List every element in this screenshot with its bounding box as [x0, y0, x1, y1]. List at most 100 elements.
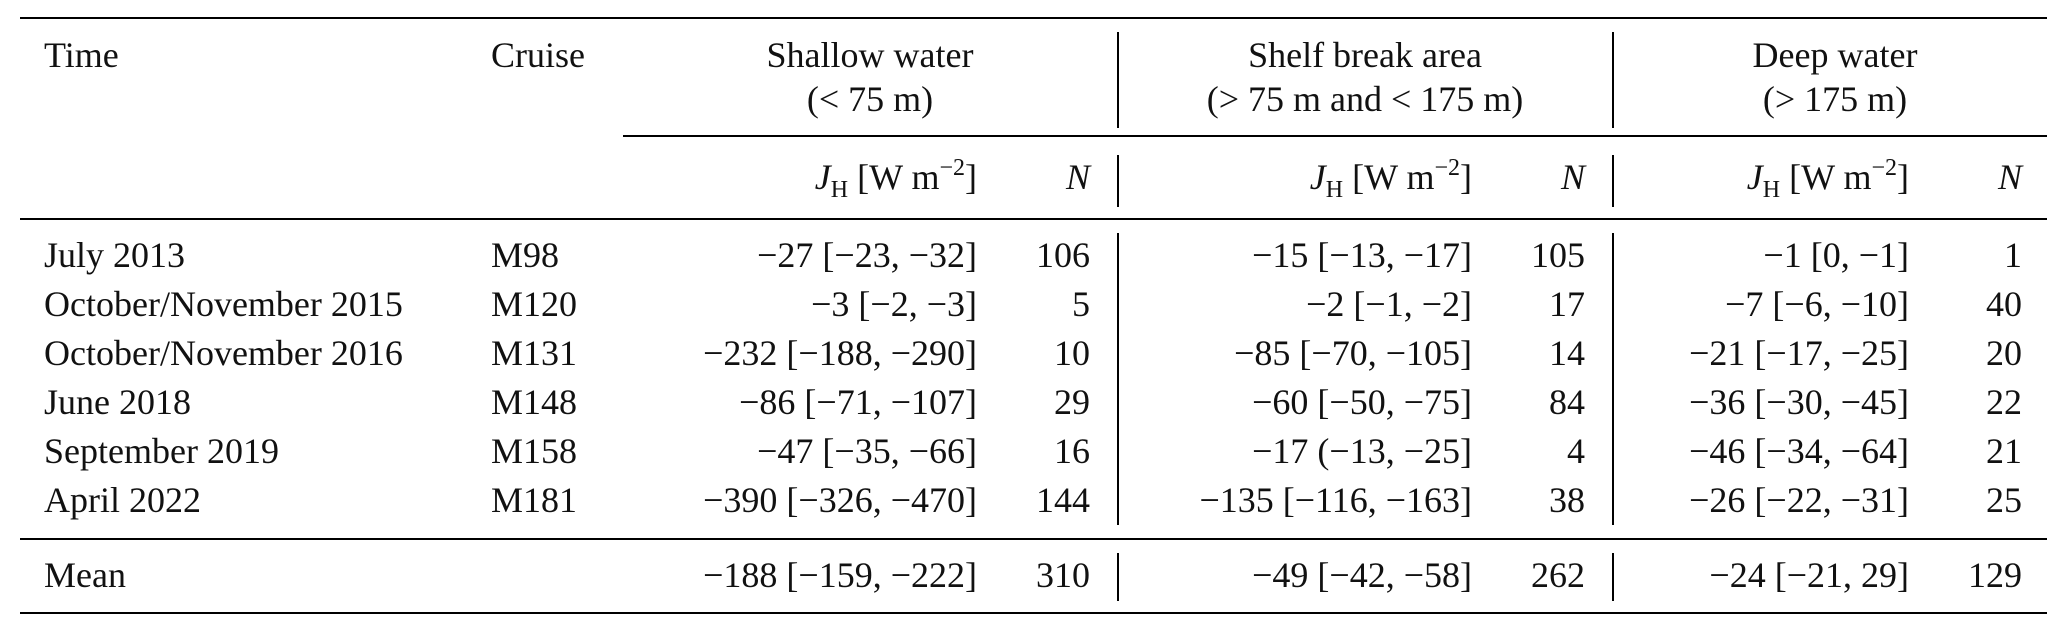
jh-unit-exponent: −2 — [1871, 155, 1897, 181]
subheader-divider-1 — [1117, 155, 1119, 207]
jh-unit-exponent: −2 — [939, 155, 965, 181]
header-shelf-n: N — [1560, 157, 1585, 197]
cell-shallow-jh: −232 [−188, −290] — [703, 333, 977, 373]
jh-unit: [W m — [1789, 157, 1872, 197]
mean-divider-1 — [1117, 553, 1119, 601]
jh-unit-close: ] — [965, 157, 977, 197]
cell-mean-shallow-jh: −188 [−159, −222] — [703, 555, 977, 595]
header-deep-jh: JH [W m−2] — [1746, 155, 1909, 202]
cell-mean-label: Mean — [44, 555, 126, 595]
cell-time: July 2013 — [44, 235, 186, 275]
cell-mean-shelf-jh: −49 [−42, −58] — [1252, 555, 1472, 595]
jh-symbol: J — [1309, 157, 1326, 197]
header-shelf-title: Shelf break area — [1248, 35, 1482, 75]
cell-time: April 2022 — [44, 480, 201, 520]
cell-time: September 2019 — [44, 431, 279, 471]
cell-time: June 2018 — [44, 382, 191, 422]
cell-shallow-jh: −3 [−2, −3] — [811, 284, 977, 324]
cell-shelf-n: 38 — [1549, 480, 1585, 520]
cell-time: October/November 2015 — [44, 284, 403, 324]
cell-shelf-jh: −135 [−116, −163] — [1199, 480, 1472, 520]
cell-cruise: M98 — [491, 235, 560, 275]
cell-deep-n: 22 — [1986, 382, 2022, 422]
cell-shelf-jh: −15 [−13, −17] — [1252, 235, 1472, 275]
mean-divider-2 — [1612, 553, 1614, 601]
cell-deep-jh: −21 [−17, −25] — [1689, 333, 1909, 373]
cell-cruise: M181 — [491, 480, 578, 520]
cell-shelf-jh: −2 [−1, −2] — [1306, 284, 1472, 324]
header-shallow-n: N — [1065, 157, 1090, 197]
header-deep-n: N — [1997, 157, 2022, 197]
header-cruise: Cruise — [491, 35, 585, 75]
cell-deep-jh: −26 [−22, −31] — [1689, 480, 1909, 520]
group-divider-1 — [1117, 32, 1119, 128]
bottom-rule — [20, 612, 2047, 614]
jh-subscript: H — [830, 177, 849, 203]
jh-symbol: J — [814, 157, 831, 197]
cell-deep-n: 40 — [1986, 284, 2022, 324]
body-divider-2 — [1612, 233, 1614, 525]
cell-mean-shallow-n: 310 — [1036, 555, 1090, 595]
cell-deep-n: 1 — [2004, 235, 2022, 275]
body-divider-1 — [1117, 233, 1119, 525]
cell-mean-deep-n: 129 — [1968, 555, 2022, 595]
cell-cruise: M148 — [491, 382, 578, 422]
cell-shallow-jh: −86 [−71, −107] — [739, 382, 977, 422]
header-shallow-jh: JH [W m−2] — [814, 155, 977, 202]
header-shallow-range: (< 75 m) — [806, 79, 934, 119]
jh-unit-exponent: −2 — [1434, 155, 1460, 181]
cell-deep-jh: −36 [−30, −45] — [1689, 382, 1909, 422]
header-deep-range: (> 175 m) — [1762, 79, 1908, 119]
cell-cruise: M131 — [491, 333, 578, 373]
cell-time: October/November 2016 — [44, 333, 403, 373]
top-rule — [20, 17, 2047, 19]
header-bottom-rule — [20, 218, 2047, 220]
cell-shelf-n: 17 — [1549, 284, 1585, 324]
group-underline — [623, 135, 2047, 137]
subheader-divider-2 — [1612, 155, 1614, 207]
cell-shelf-n: 105 — [1531, 235, 1585, 275]
jh-unit-close: ] — [1460, 157, 1472, 197]
cell-shallow-n: 29 — [1054, 382, 1090, 422]
cell-shelf-jh: −85 [−70, −105] — [1234, 333, 1472, 373]
header-deep-title: Deep water — [1752, 35, 1918, 75]
cell-shelf-jh: −17 (−13, −25] — [1252, 431, 1472, 471]
cell-shelf-n: 84 — [1549, 382, 1585, 422]
cell-shallow-jh: −390 [−326, −470] — [703, 480, 977, 520]
header-shallow-water: Shallow water (< 75 m) — [650, 33, 1090, 121]
header-shelf-break: Shelf break area (> 75 m and < 175 m) — [1130, 33, 1600, 121]
header-shelf-range: (> 75 m and < 175 m) — [1206, 79, 1524, 119]
jh-unit-close: ] — [1897, 157, 1909, 197]
cell-deep-jh: −46 [−34, −64] — [1689, 431, 1909, 471]
cell-mean-shelf-n: 262 — [1531, 555, 1585, 595]
jh-subscript: H — [1762, 177, 1781, 203]
header-deep-water: Deep water (> 175 m) — [1625, 33, 2045, 121]
cell-deep-n: 25 — [1986, 480, 2022, 520]
header-shelf-jh: JH [W m−2] — [1309, 155, 1472, 202]
jh-unit: [W m — [857, 157, 940, 197]
cell-deep-jh: −1 [0, −1] — [1763, 235, 1909, 275]
cell-deep-n: 21 — [1986, 431, 2022, 471]
cell-shallow-n: 144 — [1036, 480, 1090, 520]
cell-cruise: M158 — [491, 431, 578, 471]
cell-shallow-jh: −27 [−23, −32] — [757, 235, 977, 275]
header-shallow-title: Shallow water — [766, 35, 974, 75]
cell-shallow-jh: −47 [−35, −66] — [757, 431, 977, 471]
mean-separator-rule — [20, 538, 2047, 540]
cell-deep-jh: −7 [−6, −10] — [1725, 284, 1909, 324]
cell-deep-n: 20 — [1986, 333, 2022, 373]
cell-shelf-jh: −60 [−50, −75] — [1252, 382, 1472, 422]
cell-shallow-n: 5 — [1072, 284, 1090, 324]
cell-shelf-n: 14 — [1549, 333, 1585, 373]
cell-cruise: M120 — [491, 284, 578, 324]
cell-mean-deep-jh: −24 [−21, 29] — [1709, 555, 1909, 595]
cell-shallow-n: 16 — [1054, 431, 1090, 471]
jh-unit: [W m — [1352, 157, 1435, 197]
header-time: Time — [44, 35, 119, 75]
jh-symbol: J — [1746, 157, 1763, 197]
cell-shallow-n: 10 — [1054, 333, 1090, 373]
group-divider-2 — [1612, 32, 1614, 128]
cell-shallow-n: 106 — [1036, 235, 1090, 275]
jh-subscript: H — [1325, 177, 1344, 203]
cell-shelf-n: 4 — [1567, 431, 1585, 471]
